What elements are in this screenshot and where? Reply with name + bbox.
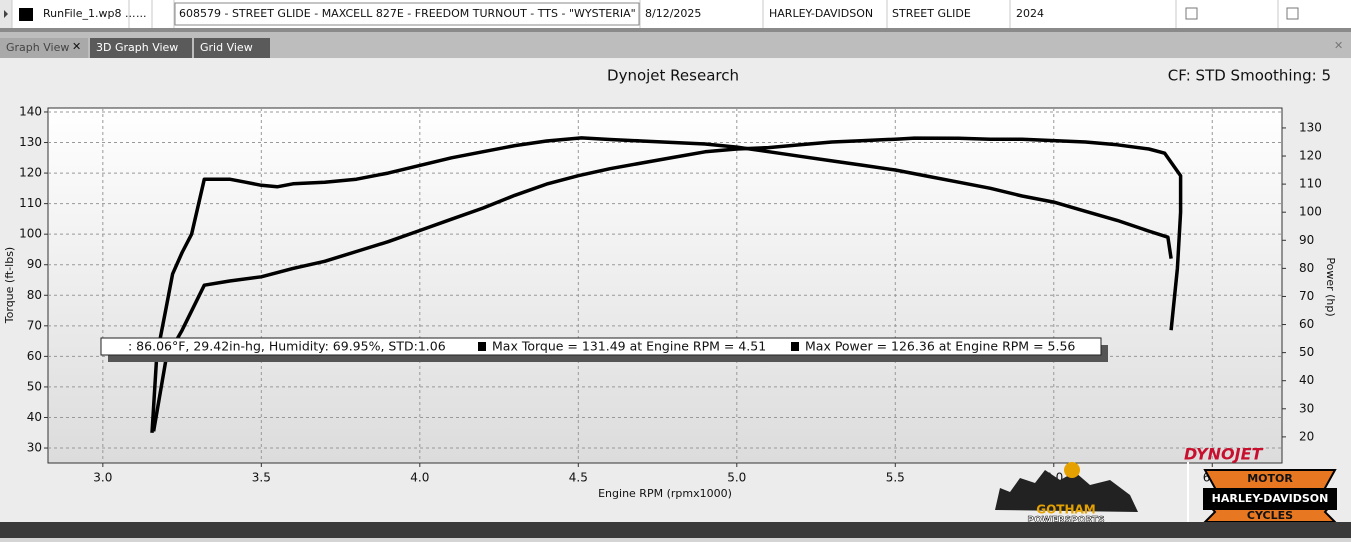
vehicle-model[interactable]: STREET GLIDE	[892, 7, 971, 20]
plot-area	[47, 107, 1283, 464]
y-tick-label: 40	[27, 410, 42, 424]
run-color	[19, 8, 33, 21]
tab-label[interactable]: 3D Graph View	[96, 41, 178, 54]
annotation-box	[100, 337, 1102, 356]
tab-label[interactable]: Grid View	[200, 41, 253, 54]
y2-tick-label: 20	[1299, 429, 1314, 443]
cell-focus	[174, 2, 640, 26]
hd-main: HARLEY-DAVIDSON	[1212, 492, 1329, 505]
y-tick-label: 30	[27, 441, 42, 455]
close-button[interactable]: ✕	[1334, 39, 1343, 52]
y2-tick-label: 110	[1299, 177, 1322, 191]
y2-tick-label: 50	[1299, 345, 1314, 359]
file-more[interactable]: ...	[136, 7, 147, 20]
torque-curve	[150, 136, 1173, 433]
checkbox[interactable]	[1185, 7, 1198, 20]
legend-marker	[478, 342, 486, 351]
y2-tick-label: 120	[1299, 149, 1322, 163]
y2-axis-label: Power (hp)	[1324, 257, 1337, 316]
vehicle-make[interactable]: HARLEY-DAVIDSON	[769, 7, 873, 20]
y2-tick-label: 30	[1299, 401, 1314, 415]
legend-marker	[791, 342, 799, 351]
y2-tick-label: 40	[1299, 373, 1314, 387]
y-tick-label: 120	[19, 166, 42, 180]
run-description[interactable]: 608579 - STREET GLIDE - MAXCELL 827E - F…	[179, 7, 636, 20]
file-name[interactable]: RunFile_1.wp8 ...	[43, 7, 135, 20]
y-axis-label: Torque (ft-lbs)	[3, 247, 16, 324]
shop-emblem	[1064, 462, 1080, 478]
tab-label[interactable]: Graph View	[6, 41, 69, 54]
hd-top: MOTOR	[1247, 472, 1293, 485]
y2-tick-label: 130	[1299, 120, 1322, 134]
hd-band	[1203, 488, 1337, 510]
shop-logo-sub: POWERSPORTS	[1027, 516, 1104, 526]
run-date[interactable]: 8/12/2025	[645, 7, 701, 20]
hd-bottom: CYCLES	[1247, 509, 1293, 522]
x-axis-label: Engine RPM (rpmx1000)	[598, 487, 732, 500]
skyline	[995, 470, 1138, 512]
x-tick-label: 5.0	[727, 471, 746, 485]
file-row[interactable]	[0, 0, 1351, 28]
x-tick-label: 5.5	[886, 471, 905, 485]
y-tick-label: 130	[19, 135, 42, 149]
x-tick-label: 4.5	[569, 471, 588, 485]
max-torque: Max Torque = 131.49 at Engine RPM = 4.51	[492, 339, 766, 354]
power-curve	[151, 136, 1183, 432]
tab[interactable]	[90, 38, 192, 58]
x-tick-label: 3.0	[93, 471, 112, 485]
tab-close[interactable]: ✕	[72, 40, 81, 53]
dynojet-logo: DYNOJET	[1184, 445, 1264, 464]
y2-tick-label: 60	[1299, 317, 1314, 331]
shop-logo: GOTHAM	[1036, 503, 1096, 517]
y-tick-label: 110	[19, 196, 42, 210]
y2-tick-label: 70	[1299, 289, 1314, 303]
x-tick-label: 3.5	[252, 471, 271, 485]
y-tick-label: 100	[19, 227, 42, 241]
x-tick-label: 4.0	[410, 471, 429, 485]
chart-subtitle: CF: STD Smoothing: 5	[1168, 67, 1331, 85]
y2-tick-label: 80	[1299, 261, 1314, 275]
tab[interactable]	[194, 38, 270, 58]
status-bar	[0, 522, 1351, 538]
y2-tick-label: 90	[1299, 233, 1314, 247]
y-tick-label: 140	[19, 104, 42, 118]
chart-title: Dynojet Research	[607, 67, 739, 85]
y-tick-label: 90	[27, 257, 42, 271]
vehicle-year[interactable]: 2024	[1016, 7, 1044, 20]
checkbox[interactable]	[1286, 7, 1299, 20]
y-tick-label: 80	[27, 288, 42, 302]
y-tick-label: 50	[27, 379, 42, 393]
y-tick-label: 70	[27, 318, 42, 332]
y-tick-label: 60	[27, 349, 42, 363]
y2-tick-label: 100	[1299, 205, 1322, 219]
conditions: : 86.06°F, 29.42in-hg, Humidity: 69.95%,…	[128, 339, 446, 354]
row-arrow	[4, 10, 8, 18]
max-power: Max Power = 126.36 at Engine RPM = 5.56	[805, 339, 1075, 354]
tab-active[interactable]	[0, 38, 88, 58]
row-divider	[0, 28, 1351, 32]
